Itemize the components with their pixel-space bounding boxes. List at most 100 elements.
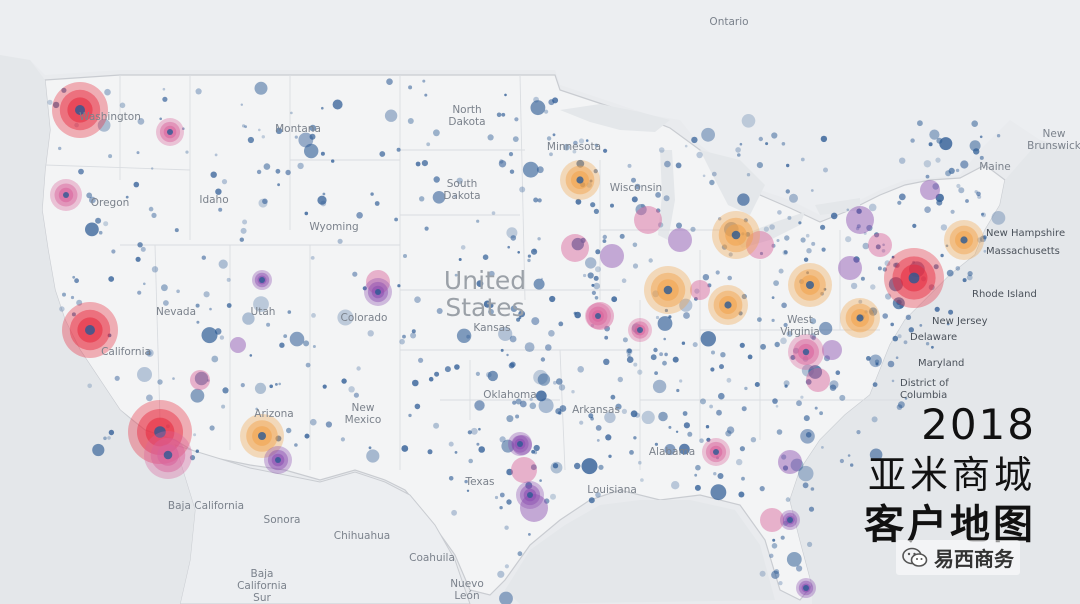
customer-dot: [476, 219, 480, 223]
customer-hotspot[interactable]: [585, 303, 611, 329]
customer-dot: [190, 388, 205, 403]
customer-dot: [935, 157, 941, 163]
customer-hotspot[interactable]: [62, 302, 118, 358]
customer-dot: [529, 402, 537, 410]
customer-hotspot[interactable]: [252, 270, 272, 290]
customer-dot: [426, 142, 431, 147]
customer-dot: [829, 384, 837, 391]
customer-hotspot[interactable]: [156, 118, 184, 146]
customer-dot: [603, 358, 610, 365]
customer-dot: [679, 379, 683, 383]
customer-cluster: [668, 228, 692, 252]
customer-dot: [925, 342, 930, 346]
customer-dot: [820, 135, 828, 143]
customer-dot: [635, 204, 647, 216]
customer-hotspot[interactable]: [628, 318, 652, 342]
customer-dot: [161, 284, 168, 292]
customer-dot: [798, 465, 814, 482]
customer-dot: [294, 135, 298, 139]
customer-dot: [710, 484, 727, 501]
customer-dot: [983, 249, 987, 253]
customer-dot: [137, 367, 152, 382]
customer-dot: [784, 235, 790, 241]
customer-dot: [578, 138, 585, 144]
customer-dot: [386, 78, 393, 85]
customer-hotspot[interactable]: [702, 438, 730, 466]
customer-dot: [552, 133, 556, 137]
customer-dot: [218, 207, 223, 212]
customer-cluster: [822, 340, 842, 360]
customer-dot: [783, 250, 788, 255]
customer-dot: [786, 330, 793, 337]
customer-hotspot[interactable]: [516, 481, 544, 509]
lake-superior: [560, 104, 670, 132]
customer-dot: [242, 219, 248, 225]
customer-hotspot[interactable]: [240, 414, 284, 458]
customer-dot: [85, 222, 99, 237]
customer-dot: [215, 188, 222, 195]
customer-dot: [874, 232, 880, 238]
label-kansas: Kansas: [473, 322, 511, 334]
customer-dot: [221, 404, 226, 409]
customer-hotspot[interactable]: [708, 285, 748, 325]
customer-dot: [353, 392, 359, 398]
customer-dot: [287, 310, 292, 314]
customer-dot: [143, 282, 146, 286]
customer-dot: [460, 245, 466, 250]
customer-dot: [508, 152, 514, 157]
customer-hotspot[interactable]: [644, 266, 692, 314]
customer-dot: [650, 354, 657, 361]
label-chihuahua: Chihuahua: [333, 530, 391, 542]
customer-hotspot[interactable]: [364, 278, 392, 306]
customer-dot: [593, 208, 600, 214]
customer-hotspot[interactable]: [884, 248, 944, 308]
customer-dot: [839, 394, 846, 401]
customer-dot: [119, 102, 126, 109]
customer-dot: [885, 293, 892, 300]
label-baja-california-sur: Baja California Sur: [237, 568, 287, 604]
customer-hotspot[interactable]: [944, 220, 984, 260]
customer-hotspot[interactable]: [712, 211, 760, 259]
customer-dot: [771, 570, 780, 579]
customer-dot: [594, 296, 599, 300]
customer-dot: [869, 448, 883, 462]
customer-dot: [108, 429, 115, 436]
customer-dot: [775, 405, 779, 408]
customer-hotspot[interactable]: [788, 334, 824, 370]
label-new-brunswick: New Brunswick: [1027, 128, 1080, 152]
customer-dot: [718, 392, 725, 400]
customer-hotspot[interactable]: [796, 578, 816, 598]
customer-hotspot[interactable]: [788, 263, 832, 307]
customer-dot: [940, 253, 944, 258]
customer-hotspot[interactable]: [264, 446, 292, 474]
customer-hotspot[interactable]: [840, 298, 880, 338]
customer-dot: [657, 222, 664, 228]
customer-dot: [266, 322, 271, 327]
customer-hotspot[interactable]: [52, 82, 108, 138]
customer-hotspot[interactable]: [50, 179, 82, 211]
customer-dot: [432, 191, 446, 204]
customer-hotspot[interactable]: [508, 432, 532, 456]
customer-dot: [575, 198, 582, 205]
customer-dot: [805, 432, 812, 438]
customer-hotspot[interactable]: [560, 160, 600, 200]
customer-dot: [356, 366, 361, 371]
customer-dot: [596, 439, 600, 442]
label-baja-california: Baja California: [167, 500, 245, 512]
customer-hotspot[interactable]: [780, 510, 800, 530]
customer-dot: [671, 481, 680, 490]
customer-dot: [741, 293, 747, 300]
customer-dot: [476, 280, 484, 287]
customer-dot: [137, 242, 143, 248]
customer-dot: [679, 298, 693, 312]
customer-hotspot[interactable]: [144, 431, 192, 479]
customer-dot: [684, 144, 688, 148]
customer-dot: [979, 235, 987, 242]
customer-dot: [658, 411, 668, 422]
customer-dot: [658, 147, 665, 153]
customer-dot: [185, 150, 189, 154]
customer-dot: [701, 127, 715, 142]
customer-dot: [226, 277, 231, 282]
